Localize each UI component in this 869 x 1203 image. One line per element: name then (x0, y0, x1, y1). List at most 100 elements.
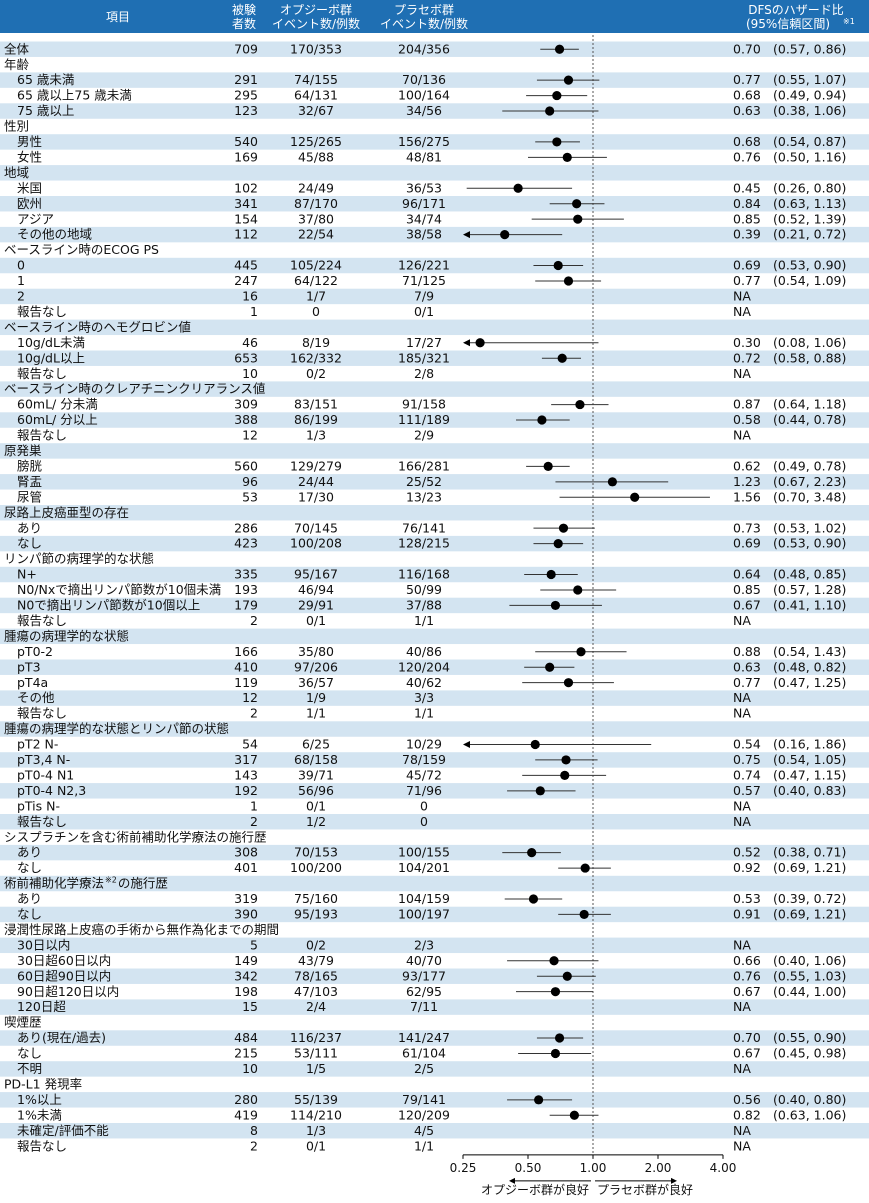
opdivo-events: 47/103 (294, 984, 338, 999)
placebo-events: 141/247 (398, 1030, 450, 1045)
subgroup-row: 不明 10 1/5 2/5 NA (17, 1061, 751, 1076)
placebo-events: 34/74 (406, 211, 442, 226)
row-band (0, 134, 869, 150)
subgroup-row: その他 12 1/9 3/3 NA (17, 690, 751, 705)
opdivo-events: 95/167 (294, 567, 338, 582)
n-value: 154 (234, 211, 258, 226)
subgroup-label: pT0-4 N2,3 (17, 783, 86, 798)
n-value: 445 (234, 258, 258, 273)
ci-value: (0.64, 1.18) (773, 397, 846, 412)
subgroup-row: 腎盂 96 24/44 25/52 1.23 (0.67, 2.23) (17, 474, 846, 489)
row-band (0, 443, 869, 459)
placebo-events: 116/168 (398, 567, 450, 582)
subgroup-row: 75 歳以上 123 32/67 34/56 0.63 (0.38, 1.06) (17, 103, 846, 118)
opdivo-events: 0/1 (306, 613, 326, 628)
subgroup-label: pT0-2 (17, 644, 53, 659)
subgroup-label: 1%未満 (17, 1107, 62, 1122)
opdivo-events: 53/111 (294, 1046, 338, 1061)
n-value: 410 (234, 659, 258, 674)
hr-marker (563, 678, 574, 688)
subgroup-row: 0 445 105/224 126/221 0.69 (0.53, 0.90) (17, 258, 846, 273)
hr-value: NA (733, 999, 751, 1014)
placebo-events: 104/159 (398, 891, 450, 906)
row-band (0, 72, 869, 88)
category-label: 術前補助化学療法 (4, 876, 104, 891)
placebo-events: 104/201 (398, 860, 450, 875)
subgroup-row: 男性 540 125/265 156/275 0.68 (0.54, 0.87) (17, 134, 846, 149)
subgroup-row: pT0-4 N1 143 39/71 45/72 0.74 (0.47, 1.15) (17, 767, 846, 782)
hr-value: 0.87 (733, 397, 761, 412)
opdivo-events: 24/44 (298, 474, 334, 489)
opdivo-events: 64/122 (294, 273, 338, 288)
category-row: 地域 (4, 165, 29, 180)
opdivo-events: 114/210 (290, 1107, 342, 1122)
hr-marker (575, 399, 585, 410)
hr-marker (630, 492, 640, 502)
hr-value: 0.73 (733, 520, 761, 535)
hr-marker (579, 909, 589, 920)
row-band (0, 1123, 869, 1139)
row-band (0, 721, 869, 737)
category-row: 年齢 (4, 57, 30, 72)
ci-value: (0.58, 0.88) (773, 350, 846, 365)
subgroup-label: pTis N- (17, 798, 60, 813)
row-band (0, 41, 869, 57)
opdivo-events: 1/5 (306, 1061, 326, 1076)
subgroup-label: あり (17, 845, 42, 860)
opdivo-events: 64/131 (294, 88, 338, 103)
hr-marker (561, 755, 571, 765)
row-band (0, 875, 869, 892)
opdivo-events: 70/153 (294, 845, 338, 860)
n-value: 2 (250, 1138, 258, 1153)
row-band (0, 381, 869, 397)
hr-value: NA (733, 690, 751, 705)
opdivo-events: 6/25 (302, 737, 330, 752)
ci-value: (0.63, 1.13) (773, 196, 846, 211)
subgroup-label: 30日超60日以内 (17, 953, 111, 968)
hr-marker (475, 338, 485, 348)
category-row: ベースライン時のヘモグロビン値 (4, 319, 191, 334)
n-value: 102 (234, 180, 258, 195)
rows: 全体 709 170/353 204/356 0.70 (0.57, 0.86)年齢65 … (4, 41, 846, 1153)
row-band (0, 226, 869, 243)
category-label-note: ※2 (105, 876, 117, 885)
subgroup-row: 報告なし 12 1/3 2/9 NA (17, 428, 751, 443)
opdivo-events: 1/2 (306, 814, 326, 829)
n-value: 342 (234, 968, 258, 983)
header-placebo-line1: プラセボ群 (394, 3, 454, 17)
hr-value: NA (733, 706, 751, 721)
subgroup-row: pTis N- 1 0/1 0 NA (17, 798, 751, 813)
hr-marker (554, 44, 565, 54)
placebo-events: 4/5 (414, 1123, 434, 1138)
placebo-events: 37/88 (406, 598, 442, 613)
n-value: 560 (234, 458, 258, 473)
opdivo-events: 43/79 (298, 953, 334, 968)
hr-value: 0.82 (733, 1107, 761, 1122)
hr-value: 1.23 (733, 474, 761, 489)
opdivo-events: 95/193 (294, 907, 338, 922)
placebo-events: 2/9 (414, 428, 434, 443)
category-label: 喫煙歴 (4, 1015, 42, 1030)
hr-marker (500, 230, 510, 240)
row-band (0, 1092, 869, 1108)
hr-value: 0.64 (733, 567, 761, 582)
opdivo-events: 86/199 (294, 412, 338, 427)
ci-value: (0.57, 0.86) (773, 41, 846, 56)
favor-left-label: オプジーボ群が良好 (481, 1182, 589, 1197)
subgroup-label: 報告なし (17, 428, 67, 443)
ci-value: (0.49, 0.78) (773, 458, 846, 473)
subgroup-label: 報告なし (17, 1138, 67, 1153)
subgroup-row: 60mL/ 分以上 388 86/199 111/189 0.58 (0.44, 0.78… (17, 412, 846, 427)
n-value: 653 (234, 350, 258, 365)
opdivo-events: 32/67 (298, 103, 334, 118)
opdivo-events: 55/139 (294, 1092, 338, 1107)
n-value: 2 (250, 706, 258, 721)
subgroup-label: 膀胱 (17, 458, 43, 473)
hr-value: 0.77 (733, 675, 761, 690)
category-row: 術前補助化学療法 ※2 の施行歴 (4, 876, 168, 891)
header-hr-note: ※1 (843, 17, 855, 26)
favor-right-label: プラセボ群が良好 (597, 1182, 693, 1197)
category-row: PD-L1 発現率 (4, 1076, 82, 1091)
ci-value: (0.55, 0.90) (773, 1030, 846, 1045)
